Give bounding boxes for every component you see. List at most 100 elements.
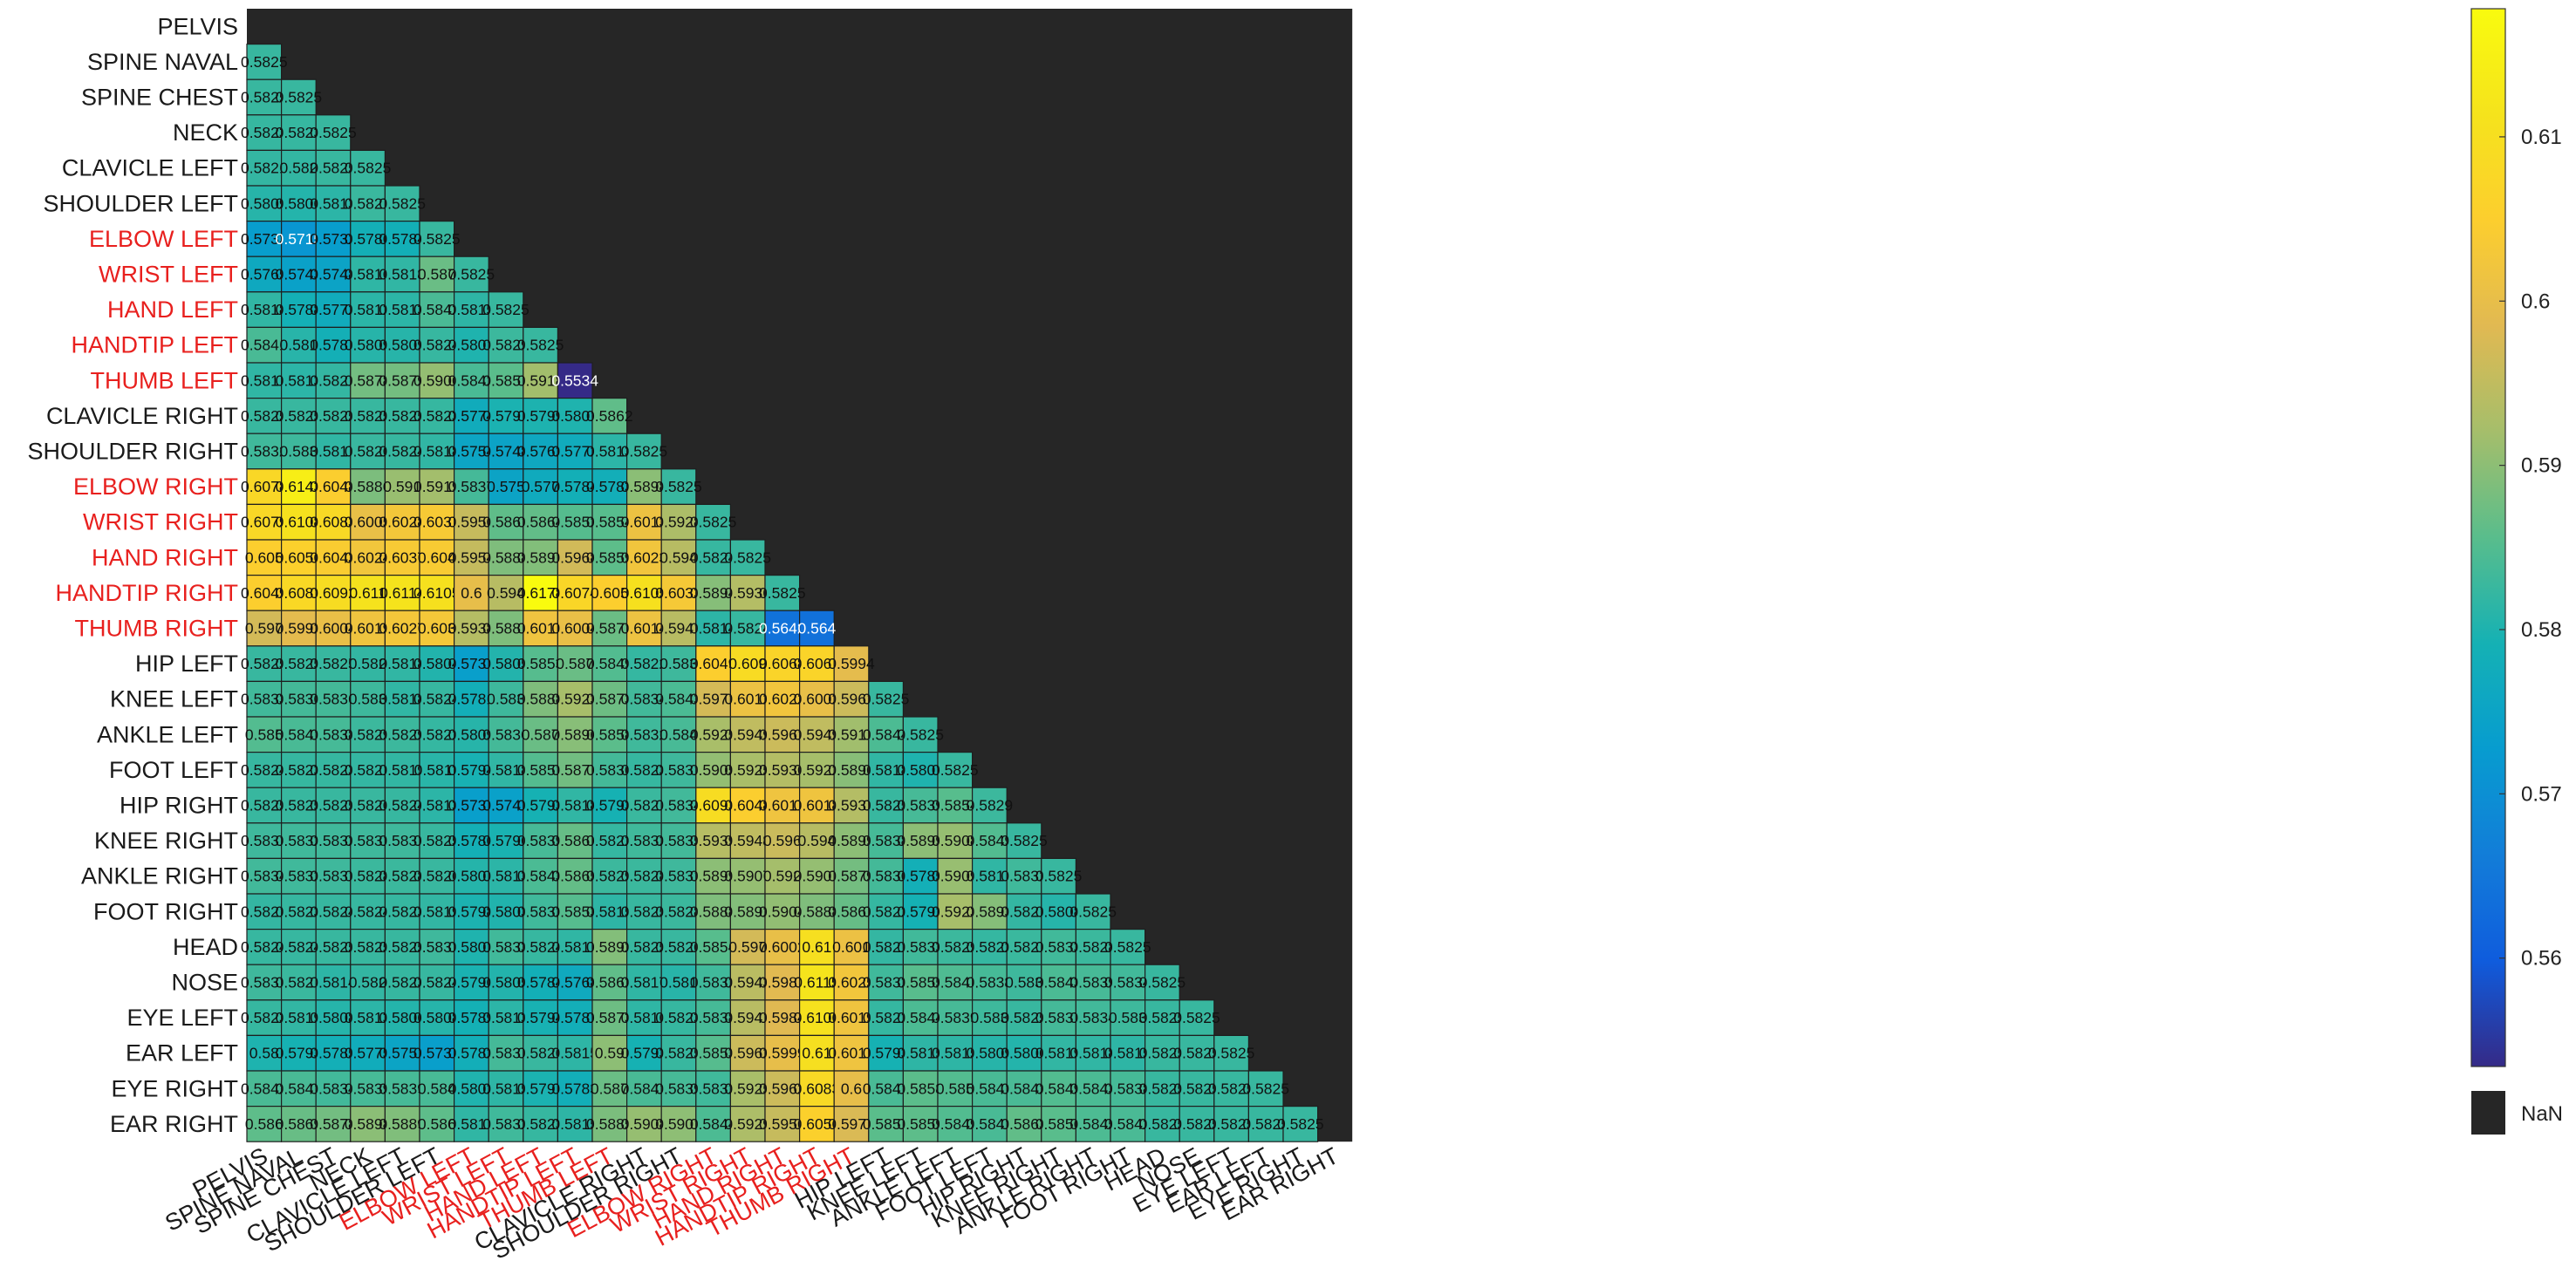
- cell-value-label: 0.611: [349, 584, 386, 602]
- cell-value-label: 0.5908: [621, 1115, 668, 1133]
- cell-value-label: 0.5832: [621, 832, 668, 849]
- heatmap-cell: [1075, 893, 1111, 930]
- cell-value-label: 0.5841: [276, 726, 323, 743]
- cell-value-label: 0.5825: [448, 266, 495, 283]
- row-label: HIP RIGHT: [120, 793, 238, 819]
- heatmap-cell: [937, 928, 974, 965]
- cell-value-label: 0.61: [802, 938, 831, 956]
- cell-value-label: 0.6143: [276, 478, 323, 495]
- heatmap-cell: [937, 822, 974, 859]
- cell-value-label: 0.5839: [655, 1080, 702, 1097]
- heatmap-cell: [488, 1070, 524, 1107]
- cell-value-label: 0.5878: [310, 1115, 357, 1133]
- heatmap-cell: [868, 1105, 904, 1142]
- row-label: FOOT LEFT: [109, 757, 238, 783]
- cell-value-label: 0.5825: [241, 53, 288, 71]
- heatmap-cell: [281, 1105, 317, 1142]
- colorbar-tick-label: 0.59: [2521, 454, 2562, 478]
- cell-value-label: 0.5834: [310, 1080, 357, 1097]
- heatmap-cell: [729, 964, 766, 1001]
- cell-value-label: 0.5818: [1069, 1045, 1117, 1062]
- cell-value-label: 0.583: [280, 443, 318, 460]
- cell-value-label: 0.5825: [1208, 1080, 1255, 1097]
- cell-value-label: 0.5813: [586, 443, 633, 460]
- cell-value-label: 0.5839: [345, 1080, 392, 1097]
- cell-value-label: 0.5837: [482, 1045, 530, 1062]
- cell-value-label: 0.5905: [690, 761, 737, 779]
- cell-value-label: 0.5802: [448, 1080, 495, 1097]
- cell-value-label: 0.5892: [724, 903, 771, 920]
- cell-value-label: 0.5825: [345, 160, 392, 177]
- heatmap-cell: [488, 822, 524, 859]
- heatmap-cell: [384, 503, 420, 541]
- cell-value-label: 0.5814: [690, 620, 737, 637]
- cell-value-label: 0.5961: [759, 726, 806, 743]
- heatmap-cell: [902, 999, 939, 1037]
- heatmap-cell: [523, 645, 558, 682]
- heatmap-cell: [798, 645, 835, 682]
- heatmap-cell: [315, 857, 352, 895]
- heatmap-cell: [488, 1105, 524, 1142]
- cell-value-label: 0.5864: [517, 514, 564, 531]
- cell-value-label: 0.5821: [1001, 903, 1048, 920]
- cell-value-label: 0.6108: [276, 514, 323, 531]
- cell-value-label: 0.575: [487, 478, 525, 495]
- heatmap-cell: [729, 787, 766, 824]
- heatmap-cell: [695, 999, 731, 1037]
- cell-value-label: 0.5925: [690, 726, 737, 743]
- cell-value-label: 0.5833: [897, 938, 944, 956]
- cell-value-label: 0.5831: [241, 832, 288, 849]
- heatmap-cell: [488, 610, 524, 647]
- heatmap-cell: [591, 857, 628, 895]
- cell-value-label: 0.5854: [690, 938, 737, 956]
- cell-value-label: 0.5829: [379, 726, 426, 743]
- heatmap-cell: [695, 928, 731, 965]
- cell-value-label: 0.5748: [482, 443, 530, 460]
- heatmap-cell: [315, 893, 352, 930]
- heatmap-cell: [453, 291, 489, 328]
- cell-value-label: 0.6048: [310, 478, 357, 495]
- heatmap-cell: [281, 716, 317, 753]
- cell-value-label: 0.5825: [1069, 903, 1117, 920]
- heatmap-cell: [902, 716, 939, 753]
- cell-value-label: 0.5816: [621, 1009, 668, 1026]
- cell-value-label: 0.5899: [690, 868, 737, 885]
- cell-value-label: 0.5954: [448, 549, 495, 566]
- heatmap-cell: [971, 964, 1008, 1001]
- heatmap-cell: [1110, 1105, 1146, 1142]
- cell-value-label: 0.5825: [1208, 1115, 1255, 1133]
- heatmap-cell: [453, 964, 489, 1001]
- heatmap-cell: [971, 822, 1008, 859]
- cell-value-label: 0.5823: [621, 761, 668, 779]
- cell-value-label: 0.5815: [586, 903, 633, 920]
- heatmap-cell: [591, 680, 628, 718]
- cell-value-label: 0.5811: [414, 761, 460, 779]
- cell-value-label: 0.6083: [794, 1080, 841, 1097]
- cell-value-label: 0.5929: [724, 1115, 771, 1133]
- heatmap-cell: [1213, 1105, 1250, 1142]
- heatmap-cell: [384, 362, 420, 399]
- cell-value-label: 0.5783: [551, 1080, 598, 1097]
- heatmap-cell: [1075, 1105, 1111, 1142]
- cell-value-label: 0.5835: [655, 832, 702, 849]
- cell-value-label: 0.5808: [310, 1009, 357, 1026]
- cell-value-label: 0.5832: [690, 1080, 737, 1097]
- cell-value-label: 0.584: [659, 726, 698, 743]
- heatmap-cell: [557, 1070, 593, 1107]
- cell-value-label: 0.5813: [413, 797, 461, 814]
- cell-value-label: 0.5904: [759, 903, 806, 920]
- heatmap-cell: [419, 928, 455, 965]
- cell-value-label: 0.5823: [310, 761, 357, 779]
- cell-value-label: 0.6067: [794, 655, 841, 672]
- heatmap-cell: [419, 680, 455, 718]
- heatmap-cell: [798, 999, 835, 1037]
- heatmap-cell: [488, 468, 524, 505]
- row-label: NOSE: [171, 970, 238, 996]
- cell-value-label: 0.5888: [482, 549, 530, 566]
- cell-value-label: 0.5839: [379, 1080, 426, 1097]
- heatmap-cell: [1179, 1070, 1215, 1107]
- cell-value-label: 0.5808: [413, 1009, 461, 1026]
- cell-value-label: 0.5853: [551, 903, 598, 920]
- cell-value-label: 0.5829: [932, 938, 979, 956]
- cell-value-label: 0.5834: [621, 691, 668, 708]
